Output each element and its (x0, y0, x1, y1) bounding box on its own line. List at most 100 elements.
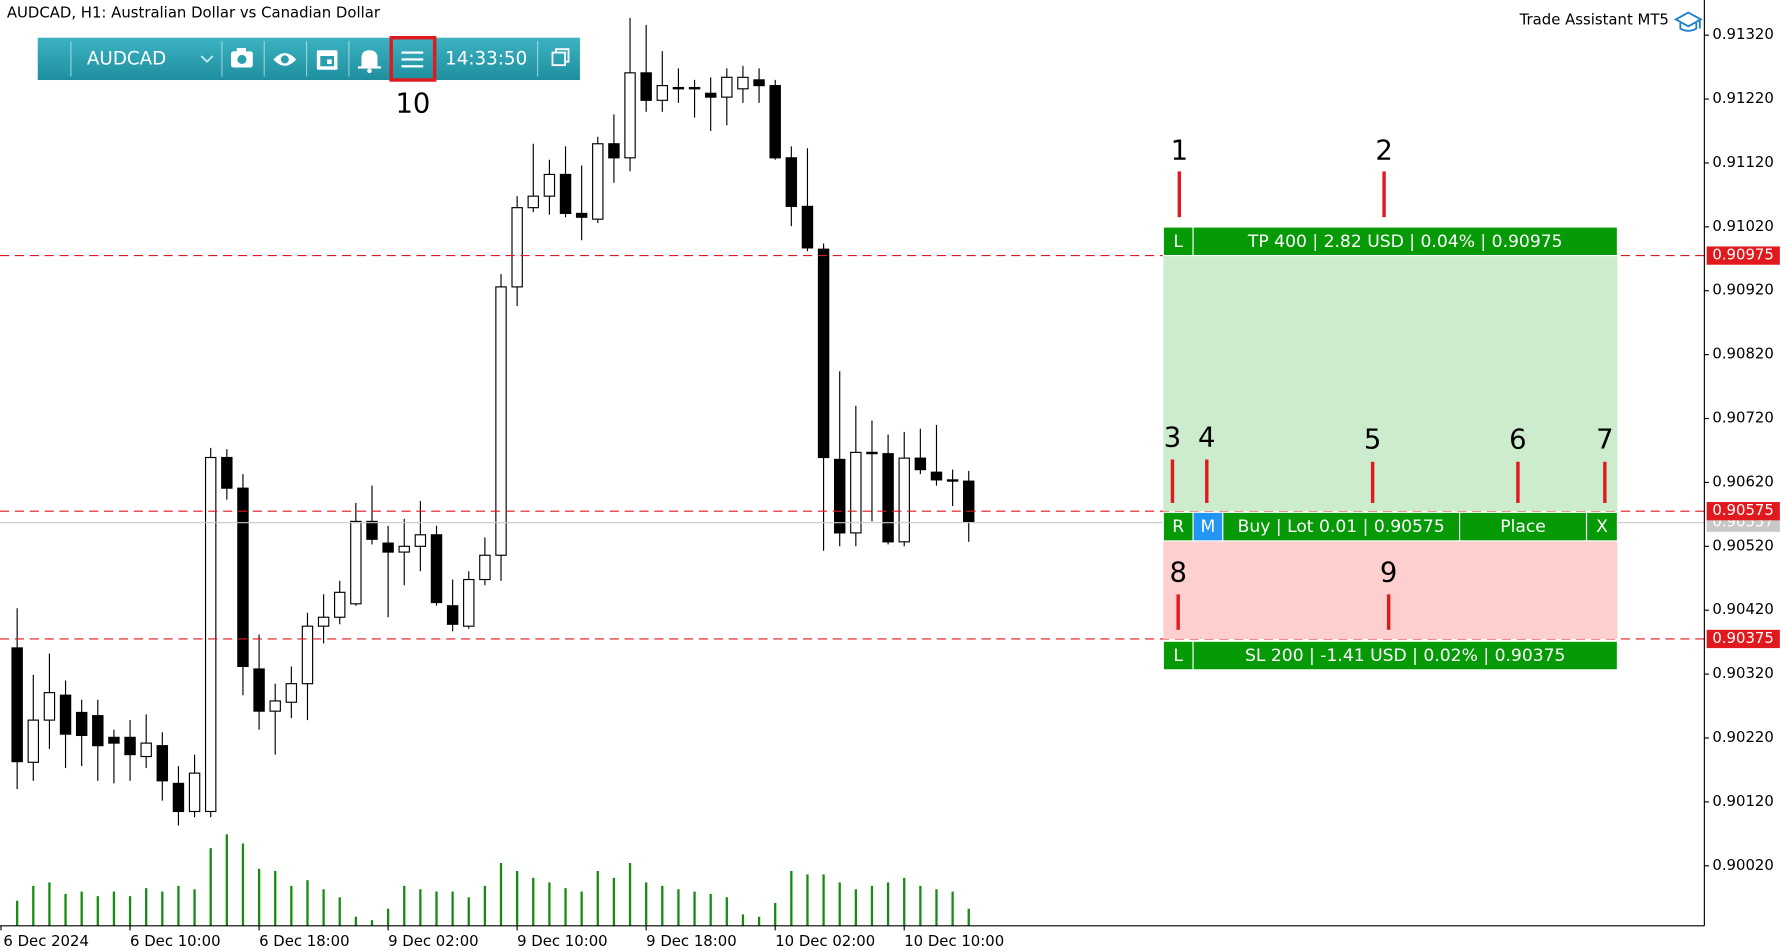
candle-body (785, 157, 798, 207)
level-label-bg (1706, 502, 1780, 521)
x-tick-label: 9 Dec 10:00 (517, 932, 608, 950)
entry-info-bg (1222, 511, 1461, 542)
callout: 5 (1364, 425, 1381, 456)
candle-body (801, 205, 814, 249)
level-label-bg (1706, 629, 1780, 649)
tp-mode[interactable]: L (1173, 232, 1183, 252)
tp-info-bg (1192, 226, 1618, 257)
candle-body (156, 745, 169, 782)
x-tick-label: 6 Dec 18:00 (259, 932, 350, 950)
candle-body (930, 471, 943, 481)
candle-body (188, 772, 201, 813)
tp-info: TP 400 | 2.82 USD | 0.04% | 0.90975 (1247, 232, 1563, 252)
place-button[interactable]: Place (1500, 517, 1546, 537)
x-tick-label: 9 Dec 18:00 (646, 932, 737, 950)
market-button-bg[interactable] (1192, 511, 1224, 542)
candle-body (704, 92, 717, 98)
candle-body (963, 480, 975, 522)
y-tick-label: 0.90420 (1712, 600, 1773, 618)
eye-button[interactable] (273, 53, 297, 66)
callout: 2 (1375, 136, 1392, 167)
level-label: 0.90375 (1712, 629, 1773, 647)
callout: 10 (395, 89, 430, 120)
sl-mode[interactable]: L (1173, 646, 1183, 666)
candle-body (575, 212, 588, 218)
candle-body (511, 207, 523, 288)
y-tick-label: 0.90320 (1712, 664, 1773, 682)
candle-body (43, 692, 56, 721)
calendar-button[interactable] (316, 50, 338, 70)
candle-body (688, 86, 701, 90)
reset-button[interactable]: R (1172, 517, 1184, 537)
candle-body (446, 605, 459, 625)
callout: 6 (1509, 425, 1526, 456)
candle-body (301, 625, 314, 685)
candle-body (882, 453, 894, 543)
y-tick-label: 0.91320 (1712, 25, 1773, 43)
level-label: 0.90975 (1712, 246, 1773, 264)
candle-body (753, 79, 765, 87)
candle-body (850, 451, 862, 534)
camera-button[interactable] (231, 48, 253, 68)
y-tick-label: 0.90820 (1712, 345, 1773, 363)
candle-body (124, 736, 136, 756)
candle-body (350, 520, 362, 605)
place-button-bg[interactable] (1459, 511, 1588, 542)
clock: 14:33:50 (445, 48, 527, 69)
candle-body (866, 451, 878, 455)
entry-info: Buy | Lot 0.01 | 0.90575 (1238, 517, 1445, 537)
y-tick-label: 0.90920 (1712, 281, 1773, 299)
x-tick-label: 10 Dec 02:00 (775, 932, 875, 950)
x-tick-label: 6 Dec 2024 (3, 932, 89, 950)
alert-button[interactable] (358, 50, 381, 74)
candle-body (334, 591, 346, 618)
candle-body (543, 173, 556, 197)
candle-body (382, 542, 394, 553)
candle-body (269, 700, 281, 712)
callout: 1 (1171, 136, 1188, 167)
callout: 4 (1198, 422, 1215, 453)
candle-body (398, 545, 410, 553)
candle-body (737, 76, 749, 90)
callout: 7 (1596, 425, 1613, 456)
toolbar: AUDCAD 14:33:50 10 (37, 36, 580, 120)
candle-body (640, 72, 652, 101)
y-tick-label: 0.90720 (1712, 409, 1773, 427)
candle-body (479, 554, 491, 581)
trade-panel: L TP 400 | 2.82 USD | 0.04% | 0.90975 R M Bu… (1162, 226, 1618, 671)
symbol-select[interactable]: AUDCAD (87, 48, 166, 69)
y-tick-label: 0.91220 (1712, 89, 1773, 107)
brand: Trade Assistant MT5 (1519, 11, 1669, 29)
callout: 3 (1164, 422, 1181, 453)
candle-body (527, 195, 539, 209)
sl-mode-bg[interactable] (1162, 640, 1194, 671)
close-button-bg[interactable] (1585, 511, 1618, 542)
market-button[interactable]: M (1201, 517, 1216, 537)
candle-body (27, 719, 40, 763)
y-tick-label: 0.90020 (1712, 856, 1773, 874)
y-tick-label: 0.90520 (1712, 536, 1773, 554)
close-button[interactable]: X (1596, 517, 1608, 537)
candle-body (672, 86, 685, 90)
y-tick-label: 0.90620 (1712, 472, 1773, 490)
sl-info: SL 200 | -1.41 USD | 0.02% | 0.90375 (1245, 646, 1565, 666)
callout: 8 (1169, 557, 1186, 588)
candle-body (253, 668, 265, 712)
candle-body (285, 683, 298, 703)
callout: 9 (1380, 557, 1397, 588)
candle-body (11, 647, 23, 763)
y-tick-label: 0.90120 (1712, 792, 1773, 810)
toolbar-bg (37, 37, 580, 81)
window-button[interactable] (551, 48, 570, 67)
dropdown-arrow[interactable] (200, 55, 214, 63)
candle-body (608, 143, 620, 159)
candle-body (624, 72, 636, 159)
candle-body (108, 736, 120, 744)
menu-button[interactable] (401, 51, 424, 68)
x-tick-label: 6 Dec 10:00 (130, 932, 221, 950)
candle-body (221, 456, 233, 489)
candle-body (898, 457, 910, 543)
candle-body (204, 456, 217, 813)
